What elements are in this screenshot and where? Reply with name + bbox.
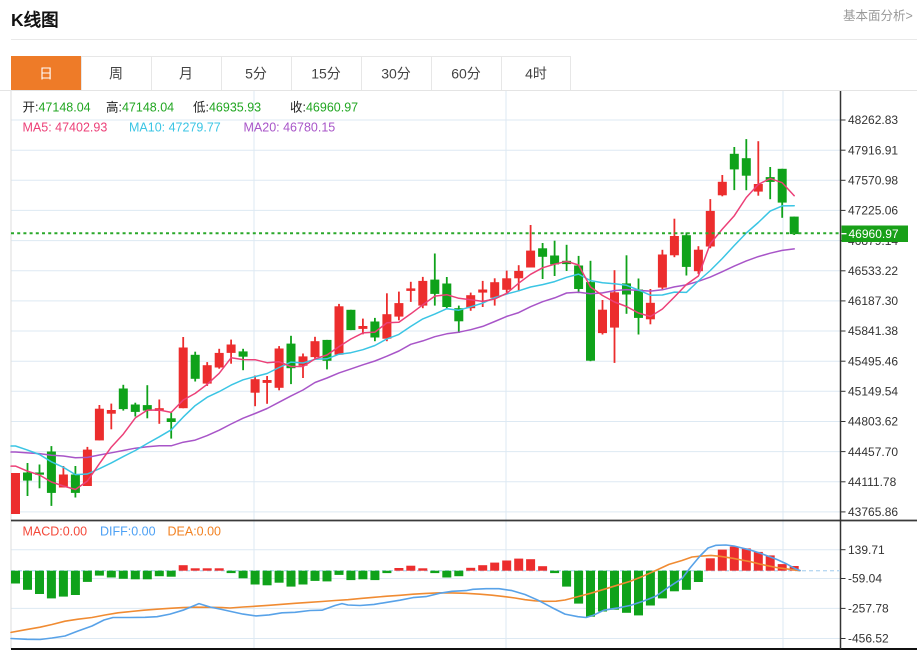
svg-text:MA10: 47279.77: MA10: 47279.77 [129,121,221,135]
svg-text:46960.97: 46960.97 [849,227,899,241]
svg-text:45149.54: 45149.54 [848,385,898,399]
svg-text:月: 月 [179,66,193,82]
svg-text:K线图: K线图 [11,10,59,30]
svg-text:DIFF:0.00: DIFF:0.00 [100,525,156,539]
svg-text:MACD:0.00: MACD:0.00 [23,525,88,539]
svg-text:44111.78: 44111.78 [848,475,897,489]
svg-text:47225.06: 47225.06 [848,204,898,218]
svg-text:MA5: 47402.93: MA5: 47402.93 [23,121,108,135]
svg-text:46187.30: 46187.30 [848,294,898,308]
svg-text:60分: 60分 [451,66,481,82]
svg-text:DEA:0.00: DEA:0.00 [168,525,222,539]
svg-text:46533.22: 46533.22 [848,264,898,278]
svg-text:15分: 15分 [311,66,341,82]
svg-text:周: 周 [109,66,123,82]
svg-text:低:46935.93: 低:46935.93 [193,101,261,115]
svg-text:43765.86: 43765.86 [848,505,898,519]
svg-text:收:46960.97: 收:46960.97 [290,101,358,115]
svg-text:47570.98: 47570.98 [848,174,898,188]
svg-text:45841.38: 45841.38 [848,324,898,338]
svg-text:30分: 30分 [381,66,411,82]
svg-text:高:47148.04: 高:47148.04 [106,100,174,115]
svg-text:44457.70: 44457.70 [848,445,898,459]
svg-text:-59.04: -59.04 [848,572,882,586]
svg-text:47916.91: 47916.91 [848,143,898,157]
svg-text:开:47148.04: 开:47148.04 [23,101,91,115]
svg-text:日: 日 [39,66,53,82]
svg-text:5分: 5分 [245,66,267,82]
svg-text:-456.52: -456.52 [848,632,889,646]
svg-text:48262.83: 48262.83 [848,113,898,127]
svg-text:基本面分析>: 基本面分析> [843,9,913,23]
svg-text:139.71: 139.71 [848,543,885,557]
svg-text:4时: 4时 [525,66,547,82]
svg-text:-257.78: -257.78 [848,602,889,616]
svg-text:44803.62: 44803.62 [848,415,898,429]
svg-text:45495.46: 45495.46 [848,354,898,368]
svg-text:MA20: 46780.15: MA20: 46780.15 [244,121,336,135]
